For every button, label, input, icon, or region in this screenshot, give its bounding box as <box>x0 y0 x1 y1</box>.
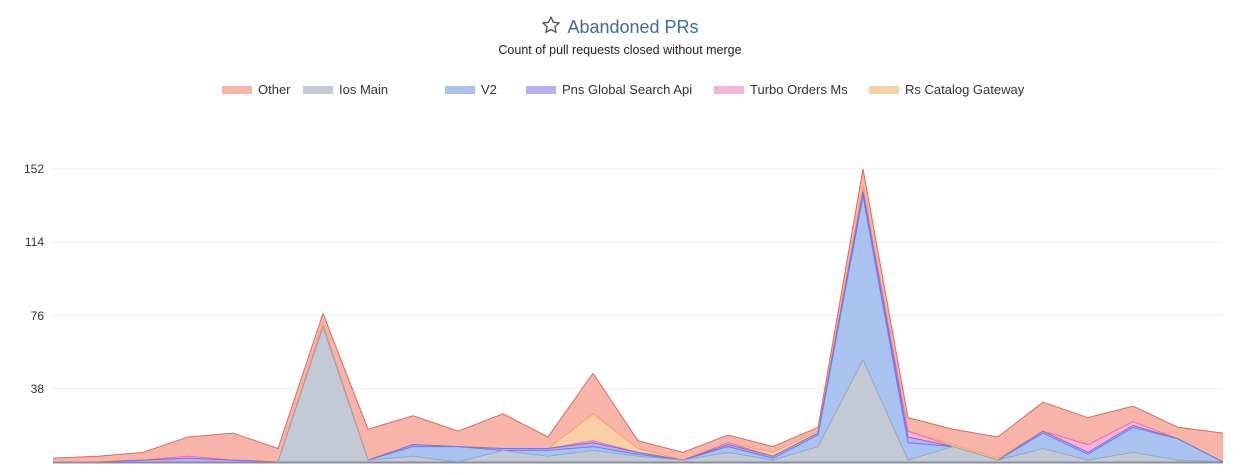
y-tick-label: 38 <box>30 382 44 396</box>
legend-swatch <box>445 85 475 94</box>
legend-label: Turbo Orders Ms <box>750 82 848 97</box>
legend-item-v2[interactable]: V2 <box>445 82 497 97</box>
legend-item-turbo-orders-ms[interactable]: Turbo Orders Ms <box>714 82 848 97</box>
legend-item-pns-global-search-api[interactable]: Pns Global Search Api <box>526 82 692 97</box>
chart-subtitle: Count of pull requests closed without me… <box>498 43 742 57</box>
chart-title: Abandoned PRs <box>0 15 1240 40</box>
line-other <box>52 168 1224 459</box>
legend-label: Rs Catalog Gateway <box>905 82 1025 97</box>
legend-item-rs-catalog-gateway[interactable]: Rs Catalog Gateway <box>869 82 1024 97</box>
y-tick-label: 114 <box>24 235 44 249</box>
legend-swatch <box>869 85 899 94</box>
area-other[interactable] <box>53 169 1223 462</box>
legend-label: Pns Global Search Api <box>562 82 693 97</box>
legend-item-ios-main[interactable]: Ios Main <box>303 82 388 97</box>
star-outline-icon[interactable] <box>541 15 561 40</box>
chart-title-text: Abandoned PRs <box>567 17 699 37</box>
legend-label: V2 <box>481 82 497 97</box>
legend-swatch <box>303 85 333 94</box>
legend-label: Ios Main <box>339 82 389 97</box>
legend-swatch <box>526 85 556 94</box>
y-tick-label: 152 <box>23 162 44 176</box>
legend-label: Other <box>258 82 291 97</box>
legend-item-other[interactable]: Other <box>222 82 291 97</box>
legend-swatch <box>714 85 744 94</box>
line-pns-global-search-api <box>53 192 1224 463</box>
y-tick-label: 76 <box>30 309 44 323</box>
area-ios-main[interactable] <box>53 327 1223 462</box>
legend-swatch <box>222 85 252 94</box>
